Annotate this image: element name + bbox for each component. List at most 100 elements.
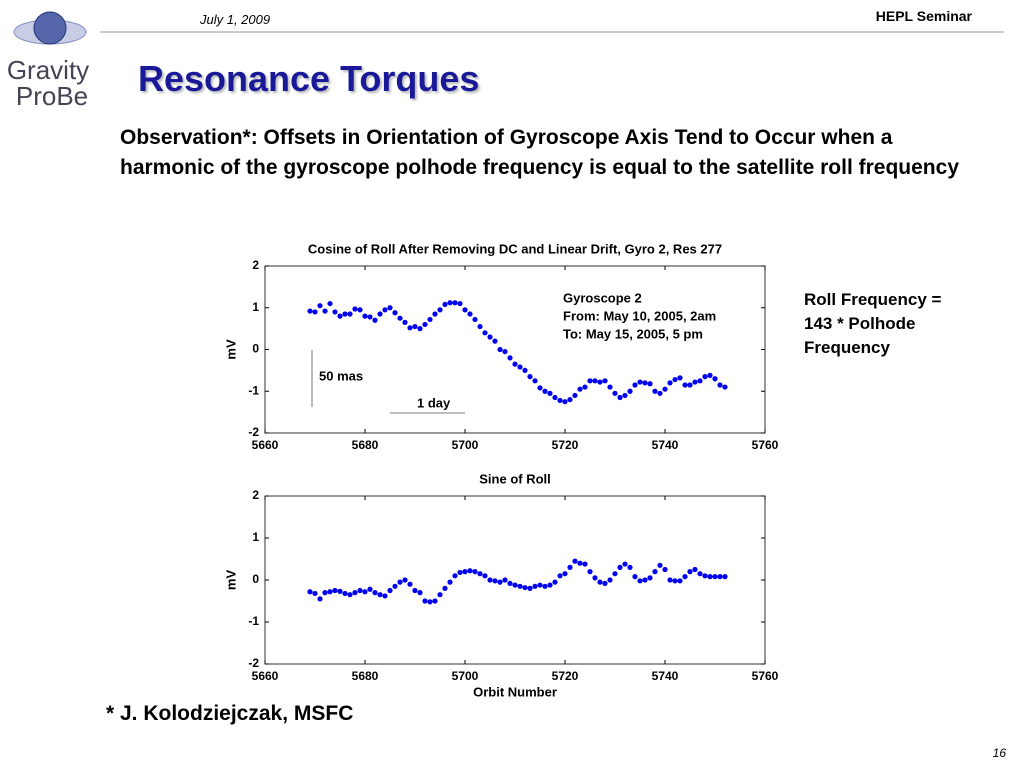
data-point [307,589,313,595]
data-point [467,311,473,317]
data-point [347,592,353,598]
data-point [632,382,638,388]
logo-text: Gravity [7,55,89,85]
data-point [647,381,653,387]
data-point [512,361,518,367]
data-point [567,564,573,571]
data-point [707,372,713,378]
annotation: From: May 10, 2005, 2am [563,308,716,323]
x-tick-label: 5720 [552,669,579,683]
data-point [582,384,588,390]
data-point [502,577,508,583]
chart-title: Cosine of Roll After Removing DC and Lin… [308,241,722,256]
data-point [327,589,333,595]
data-point [622,561,628,567]
logo-globe [33,11,67,45]
data-point [697,378,703,384]
data-point [607,384,613,390]
data-point [542,583,548,589]
data-point [687,382,693,388]
data-point [437,307,443,313]
data-point [487,334,493,340]
data-point [322,308,328,314]
footnote: * J. Kolodziejczak, MSFC [106,702,354,725]
data-point [552,394,558,401]
data-point [507,580,513,586]
data-point [532,378,538,384]
data-point [602,580,608,586]
data-point [557,397,563,404]
data-point [607,577,613,583]
x-tick-label: 5760 [752,669,779,683]
data-point [332,587,338,594]
y-tick-label: -1 [248,614,259,628]
data-point [627,564,633,571]
data-point [457,569,463,576]
data-point [707,574,713,580]
data-point [377,311,383,317]
data-point [667,577,673,583]
data-point [417,590,423,596]
event: HEPL Seminar [875,8,972,24]
data-point [357,587,363,594]
data-point [627,388,633,394]
data-point [442,301,448,308]
data-point [632,574,638,580]
y-tick-label: -2 [248,425,259,439]
data-point [387,587,393,594]
plot-frame [264,495,766,665]
x-tick-label: 5660 [252,669,279,683]
data-point [422,598,428,604]
data-point [447,300,453,306]
data-point [717,574,723,580]
data-point [597,579,603,585]
data-point [702,573,708,579]
x-tick-label: 5660 [252,438,279,452]
chart-title: Sine of Roll [479,471,551,486]
data-point [677,375,683,381]
data-point [712,574,718,580]
data-point [492,578,498,584]
data-point [642,380,648,386]
data-point [477,323,483,330]
data-point [537,385,543,391]
data-point [547,582,553,588]
data-point [462,307,468,313]
data-point [722,384,728,390]
data-point [527,374,533,380]
data-point [372,317,378,323]
data-point [617,394,623,401]
data-point [432,311,438,317]
data-point [312,309,318,315]
data-point [612,571,618,577]
data-point [472,316,478,323]
y-tick-label: 1 [252,300,259,314]
x-tick-label: 5680 [352,669,379,683]
data-point [372,590,378,596]
y-tick-label: 2 [252,488,259,502]
data-point [502,348,508,355]
data-point [337,588,343,594]
y-tick-label: 0 [252,342,259,356]
data-point [317,596,323,602]
data-point [397,315,403,321]
observation: Observation*: Offsets in Orientation of … [120,126,959,179]
x-tick-label: 5740 [652,438,679,452]
data-point [642,577,648,583]
data-point [312,590,318,597]
data-point [417,326,423,332]
y-axis-label: mV [223,570,238,591]
data-point [337,313,343,319]
logo-text: ProBe [16,81,88,111]
data-point [637,578,643,584]
data-point [662,386,668,392]
data-point [367,586,373,592]
data-point [652,388,658,394]
annotation: 1 day [417,395,451,410]
data-point [622,392,628,399]
data-point [497,346,503,353]
data-point [597,379,603,385]
plot-frame [264,265,766,434]
data-point [327,300,333,307]
